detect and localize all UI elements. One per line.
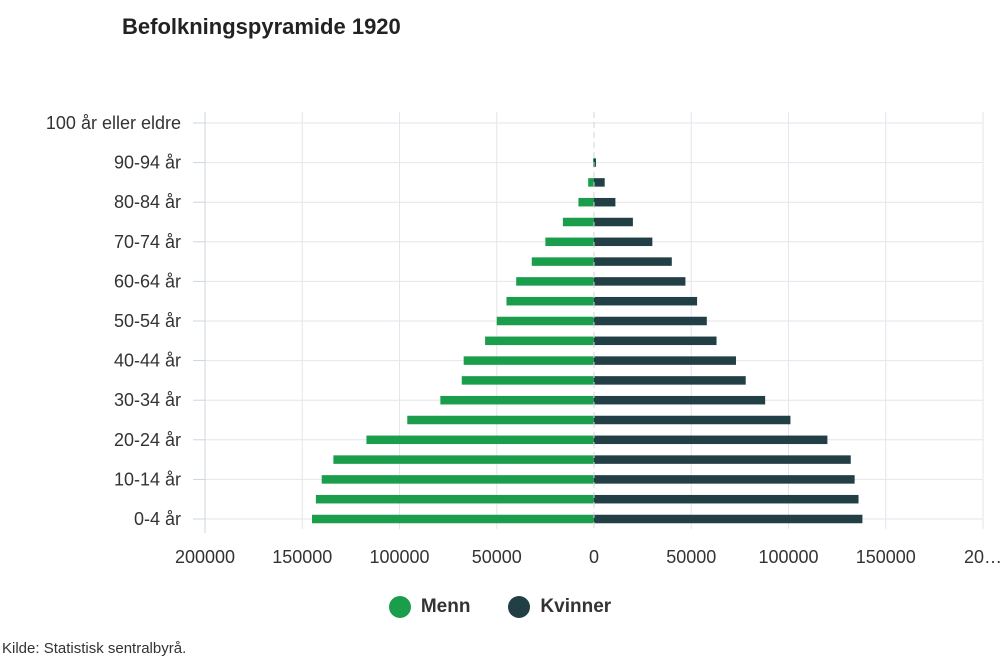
bar-menn[interactable]: [440, 395, 594, 405]
bar-kvinner[interactable]: [594, 257, 672, 266]
legend-item-kvinner[interactable]: Kvinner: [508, 596, 611, 618]
legend-label-kvinner: Kvinner: [540, 596, 612, 617]
bar-kvinner[interactable]: [594, 395, 766, 405]
y-tick-label: 70-74 år: [114, 232, 181, 252]
bar-menn[interactable]: [463, 356, 594, 365]
y-tick-label: 0-4 år: [134, 509, 181, 529]
bar-kvinner[interactable]: [594, 237, 653, 247]
bar-menn[interactable]: [531, 257, 594, 266]
source-note: Kilde: Statistisk sentralbyrå.: [2, 640, 187, 657]
x-tick-label: 0: [589, 547, 599, 567]
bar-kvinner[interactable]: [594, 277, 686, 286]
bar-kvinner[interactable]: [594, 494, 859, 504]
bar-kvinner[interactable]: [594, 217, 633, 227]
bar-menn[interactable]: [461, 376, 594, 385]
legend-item-menn[interactable]: Menn: [388, 596, 471, 618]
bar-menn[interactable]: [496, 316, 594, 326]
y-tick-label: 100 år eller eldre: [46, 113, 181, 133]
y-axis-tick-labels: 0-4 år 10-14 år 20-24 år 30-34 år 40-44 år 50…: [46, 113, 205, 529]
bar-kvinner[interactable]: [594, 455, 851, 464]
bar-kvinner[interactable]: [594, 316, 707, 326]
x-tick-label: 200000: [175, 547, 235, 567]
bar-kvinner[interactable]: [594, 356, 736, 365]
bar-menn[interactable]: [562, 217, 594, 227]
bar-kvinner[interactable]: [594, 178, 605, 187]
bar-menn[interactable]: [545, 237, 594, 247]
x-tick-label: 100000: [758, 547, 818, 567]
x-tick-label: 50000: [666, 547, 716, 567]
bar-kvinner[interactable]: [594, 336, 717, 346]
y-tick-label: 20-24 år: [114, 430, 181, 450]
y-tick-label: 10-14 år: [114, 469, 181, 489]
y-tick-label: 80-84 år: [114, 192, 181, 212]
bar-menn[interactable]: [578, 197, 594, 207]
bar-kvinner[interactable]: [594, 158, 596, 167]
bar-menn[interactable]: [311, 514, 594, 524]
x-tick-label: 150000: [272, 547, 332, 567]
legend-swatch-menn: [388, 596, 411, 618]
y-tick-label: 30-34 år: [114, 390, 181, 410]
bar-kvinner[interactable]: [594, 376, 746, 385]
bar-kvinner[interactable]: [594, 415, 791, 425]
y-tick-label: 90-94 år: [114, 153, 181, 173]
x-tick-label: 150000: [856, 547, 916, 567]
x-tick-label: 20…: [964, 547, 1000, 567]
legend-label-menn: Menn: [420, 596, 471, 617]
bar-menn[interactable]: [588, 178, 594, 187]
bar-kvinner[interactable]: [594, 296, 698, 306]
chart-title: Befolkningspyramide 1920: [122, 14, 401, 39]
bar-menn[interactable]: [407, 415, 594, 425]
bar-kvinner[interactable]: [594, 197, 616, 207]
x-tick-label: 100000: [369, 547, 429, 567]
bar-menn[interactable]: [485, 336, 594, 346]
bar-menn[interactable]: [506, 296, 594, 306]
bar-kvinner[interactable]: [594, 514, 863, 524]
bar-menn[interactable]: [333, 455, 594, 464]
bar-menn[interactable]: [321, 475, 594, 484]
bar-kvinner[interactable]: [594, 475, 855, 484]
bars: [311, 158, 863, 524]
legend-swatch-kvinner: [508, 596, 531, 618]
legend: Menn Kvinner: [0, 596, 1000, 618]
bar-menn[interactable]: [516, 277, 594, 286]
bar-menn[interactable]: [366, 435, 594, 445]
y-tick-label: 50-54 år: [114, 311, 181, 331]
x-tick-label: 50000: [472, 547, 522, 567]
y-tick-label: 40-44 år: [114, 351, 181, 371]
y-tick-label: 60-64 år: [114, 271, 181, 291]
bar-kvinner[interactable]: [594, 435, 828, 445]
bar-menn[interactable]: [315, 494, 594, 504]
x-axis-tick-labels: 200000 150000 100000 50000 0 50000 100000 15000…: [175, 547, 1000, 567]
population-pyramid-chart: 0-4 år 10-14 år 20-24 år 30-34 år 40-44 år 50…: [46, 112, 1000, 567]
